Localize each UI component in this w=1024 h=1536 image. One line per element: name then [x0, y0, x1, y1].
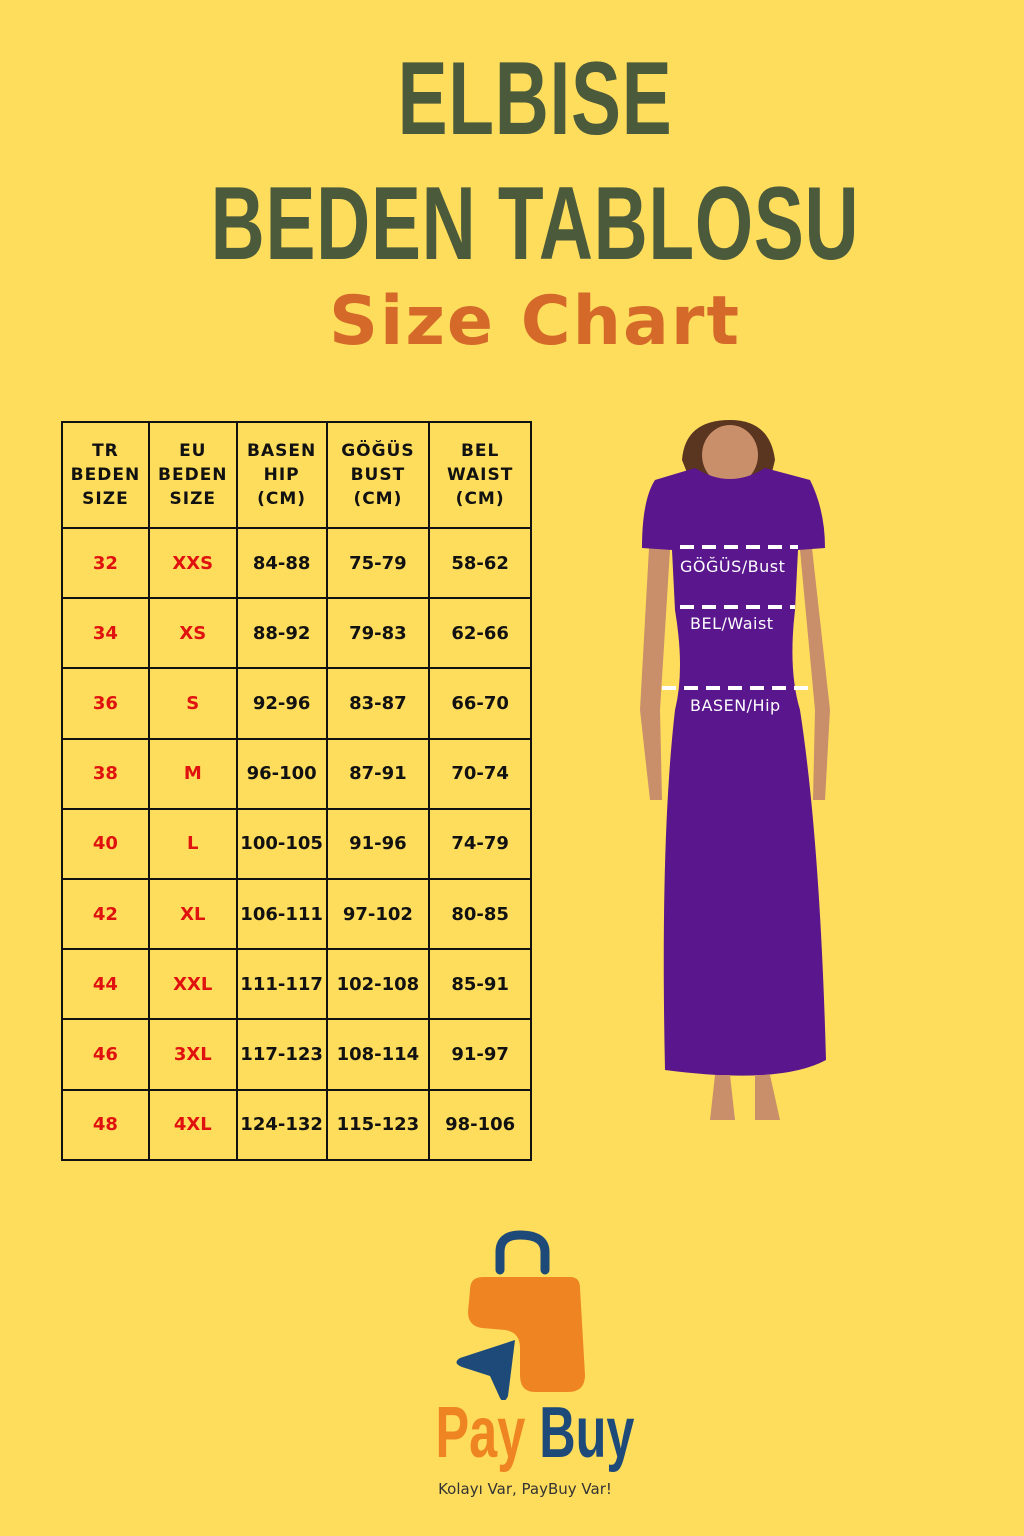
brand-pay: Pay [435, 1393, 526, 1473]
header-line: GÖĞÜS [341, 441, 415, 461]
eu-size: M [147, 737, 238, 810]
header-line: SIZE [169, 489, 217, 509]
hip-value: 96-100 [235, 737, 328, 810]
bust-value: 102-108 [325, 948, 431, 1021]
table-row: 42 XL 106-111 97-102 80-85 [61, 877, 532, 951]
subtitle: Size Chart [329, 282, 741, 361]
header-line: BASEN [247, 441, 317, 461]
bag-body-icon [468, 1277, 585, 1392]
table-row: 34 XS 88-92 79-83 62-66 [61, 597, 532, 670]
hip-value: 92-96 [235, 667, 328, 740]
bust-value: 87-91 [325, 737, 431, 810]
header-line: TR [92, 441, 119, 461]
slogan: Kolayı Var, PayBuy Var! [438, 1480, 612, 1498]
waist-value: 80-85 [428, 877, 532, 951]
tr-size: 48 [61, 1088, 150, 1161]
table-row: 46 3XL 117-123 108-114 91-97 [61, 1018, 532, 1091]
tr-size: 38 [61, 737, 150, 810]
waist-value: 58-62 [428, 526, 532, 600]
table-row: 32 XXS 84-88 75-79 58-62 [61, 526, 532, 600]
eu-size: L [147, 807, 238, 880]
header-line: SIZE [82, 489, 129, 509]
eu-size: S [147, 667, 238, 740]
hip-value: 117-123 [235, 1018, 328, 1091]
bust-value: 115-123 [325, 1088, 431, 1161]
table-row: 48 4XL 124-132 115-123 98-106 [61, 1088, 532, 1161]
bust-value: 83-87 [325, 667, 431, 740]
dress-model-figure: GÖĞÜS/Bust BEL/Waist BASEN/Hip [630, 420, 850, 1134]
hip-label: BASEN/Hip [690, 696, 781, 715]
hip-value: 100-105 [235, 807, 328, 880]
column-header: GÖĞÜS BUST (CM) [325, 421, 431, 529]
eu-size: 3XL [147, 1018, 238, 1091]
waist-value: 74-79 [428, 807, 532, 880]
bust-value: 108-114 [325, 1018, 431, 1091]
header-line: (CM) [257, 489, 307, 509]
hip-value: 88-92 [235, 597, 328, 670]
paybuy-logo [420, 1230, 630, 1404]
table-row: 36 S 92-96 83-87 66-70 [61, 667, 532, 740]
bust-label: GÖĞÜS/Bust [680, 557, 786, 576]
bag-handle-icon [495, 1230, 550, 1275]
eu-size: 4XL [147, 1088, 238, 1161]
waist-value: 98-106 [428, 1088, 532, 1161]
hip-value: 111-117 [235, 948, 328, 1021]
waist-label: BEL/Waist [690, 614, 774, 633]
bust-value: 91-96 [325, 807, 431, 880]
brand-buy: Buy [539, 1393, 635, 1473]
eu-size: XL [147, 877, 238, 951]
waist-value: 62-66 [428, 597, 532, 670]
column-header: EU BEDEN SIZE [147, 421, 238, 529]
bust-value: 97-102 [325, 877, 431, 951]
tr-size: 42 [61, 877, 150, 951]
header-line: BEDEN [70, 465, 141, 485]
cursor-arrow-icon [456, 1340, 515, 1402]
eu-size: XS [147, 597, 238, 670]
title-line-1: ELBISE [397, 41, 673, 157]
table-row: 40 L 100-105 91-96 74-79 [61, 807, 532, 880]
waist-value: 85-91 [428, 948, 532, 1021]
table-row: 38 M 96-100 87-91 70-74 [61, 737, 532, 810]
header-line: WAIST [446, 465, 514, 485]
header-line: BUST [350, 465, 406, 485]
header-line: EU [179, 441, 207, 461]
table-row: 44 XXL 111-117 102-108 85-91 [61, 948, 532, 1021]
eu-size: XXL [147, 948, 238, 1021]
tr-size: 44 [61, 948, 150, 1021]
tr-size: 40 [61, 807, 150, 880]
hip-value: 124-132 [235, 1088, 328, 1161]
brand-name: Pay Buy [161, 1392, 910, 1474]
waist-value: 70-74 [428, 737, 532, 810]
header-line: (CM) [353, 489, 403, 509]
header-line: BEL [460, 441, 500, 461]
column-header: BEL WAIST (CM) [428, 421, 532, 529]
hip-value: 84-88 [235, 526, 328, 600]
header-line: (CM) [455, 489, 505, 509]
tr-size: 46 [61, 1018, 150, 1091]
column-header: BASEN HIP (CM) [235, 421, 328, 529]
waist-value: 91-97 [428, 1018, 532, 1091]
size-table: TR BEDEN SIZE EU BEDEN SIZE BASEN HIP (CM) GÖĞÜS B… [61, 421, 532, 1161]
hip-value: 106-111 [235, 877, 328, 951]
header-line: BEDEN [158, 465, 228, 485]
eu-size: XXS [147, 526, 238, 600]
bust-value: 79-83 [325, 597, 431, 670]
bust-value: 75-79 [325, 526, 431, 600]
tr-size: 34 [61, 597, 150, 670]
waist-value: 66-70 [428, 667, 532, 740]
title-line-2: BEDEN TABLOSU [210, 166, 860, 282]
tr-size: 36 [61, 667, 150, 740]
tr-size: 32 [61, 526, 150, 600]
header-line: HIP [263, 465, 300, 485]
column-header: TR BEDEN SIZE [61, 421, 150, 529]
